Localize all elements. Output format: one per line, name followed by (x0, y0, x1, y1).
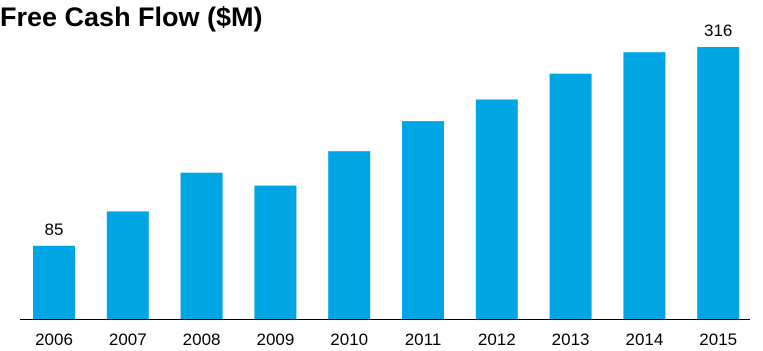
bar-2014 (623, 52, 666, 319)
chart-title: Free Cash Flow ($M) (0, 2, 263, 32)
x-tick-label-2010: 2010 (330, 330, 368, 349)
data-label-2006: 85 (45, 220, 64, 239)
x-tick-label-2006: 2006 (35, 330, 73, 349)
bar-2008 (180, 172, 223, 319)
bar-2007 (106, 211, 149, 319)
x-tick-label-2013: 2013 (552, 330, 590, 349)
x-tick-labels: 2006 2007 2008 2009 2010 2011 2012 2013 2014 2015 (35, 330, 737, 349)
x-tick-label-2011: 2011 (405, 330, 442, 349)
data-label-2015: 316 (704, 21, 732, 40)
bar-2012 (475, 99, 518, 319)
bar-2011 (402, 121, 444, 319)
bar-2009 (254, 185, 297, 319)
x-tick-label-2008: 2008 (183, 330, 221, 349)
bar-group (33, 47, 740, 319)
bar-2013 (549, 73, 592, 319)
x-tick-label-2015: 2015 (699, 330, 737, 349)
x-tick-label-2014: 2014 (625, 330, 663, 349)
data-labels: 85 316 (45, 21, 733, 239)
x-tick-label-2012: 2012 (478, 330, 516, 349)
bar-2010 (328, 151, 371, 319)
x-tick-label-2007: 2007 (109, 330, 147, 349)
bar-2006 (33, 245, 75, 319)
x-tick-label-2009: 2009 (256, 330, 294, 349)
bar-2015 (697, 47, 740, 319)
